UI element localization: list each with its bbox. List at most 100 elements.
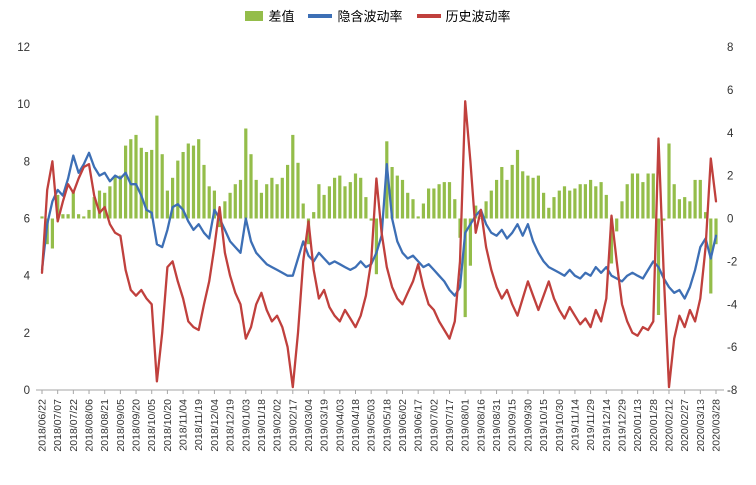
spread-bar bbox=[641, 182, 645, 219]
spread-bar bbox=[270, 177, 274, 219]
spread-bar bbox=[291, 134, 295, 219]
implied-volatility-line bbox=[40, 151, 718, 300]
x-axis-date-label: 2018/09/20 bbox=[131, 399, 143, 452]
x-axis-date-label: 2019/09/30 bbox=[522, 399, 534, 452]
x-axis-date-label: 2019/09/15 bbox=[507, 399, 519, 452]
x-axis-date-label: 2018/12/19 bbox=[225, 399, 237, 452]
right-axis-tick-label: 0 bbox=[727, 214, 733, 226]
implied-volatility-legend-swatch bbox=[308, 13, 333, 18]
spread-bar bbox=[552, 197, 556, 219]
spread-bar bbox=[411, 199, 415, 219]
spread-bar bbox=[526, 175, 530, 219]
left-axis-tick-label: 12 bbox=[17, 42, 30, 54]
x-axis-date-label: 2020/01/28 bbox=[648, 399, 660, 452]
spread-bar bbox=[249, 154, 253, 219]
x-axis-date-label: 2018/07/07 bbox=[52, 399, 64, 452]
x-axis-date-label: 2020/02/12 bbox=[663, 399, 675, 452]
spread-bar bbox=[207, 186, 211, 219]
spread-bar bbox=[113, 175, 117, 219]
spread-bar bbox=[380, 218, 384, 221]
spread-bar bbox=[165, 190, 169, 219]
spread-bar bbox=[244, 128, 248, 219]
spread-bar bbox=[704, 212, 708, 219]
spread-bar bbox=[557, 190, 561, 219]
spread-bar bbox=[223, 201, 227, 219]
x-axis-date-label: 2019/08/16 bbox=[475, 399, 487, 452]
x-axis-date-label: 2019/11/14 bbox=[569, 399, 581, 451]
spread-bar bbox=[296, 162, 300, 219]
spread-bar bbox=[218, 218, 222, 228]
x-axis-date-label: 2019/07/17 bbox=[444, 399, 456, 452]
spread-bar bbox=[421, 203, 425, 219]
spread-bar bbox=[87, 209, 91, 219]
left-axis-tick-label: 2 bbox=[24, 328, 30, 340]
spread-bar bbox=[615, 218, 619, 232]
spread-bar bbox=[238, 179, 243, 219]
spread-bar bbox=[333, 177, 337, 219]
x-axis-date-label: 2020/01/13 bbox=[632, 399, 644, 452]
spread-bar bbox=[150, 149, 154, 219]
x-axis-date-label: 2018/06/22 bbox=[37, 399, 49, 452]
spread-legend-swatch bbox=[245, 10, 264, 21]
x-axis-date-label: 2018/12/04 bbox=[209, 399, 221, 452]
spread-bar bbox=[322, 194, 326, 219]
spread-bar bbox=[636, 173, 640, 219]
spread-bar bbox=[191, 145, 196, 219]
spread-bar bbox=[390, 167, 394, 219]
spread-bar bbox=[286, 164, 290, 219]
x-axis-date-label: 2018/08/06 bbox=[84, 399, 96, 452]
spread-bar bbox=[395, 175, 399, 219]
spread-bar bbox=[369, 218, 373, 221]
right-axis-tick-label: -6 bbox=[727, 342, 737, 354]
historical-volatility-line bbox=[40, 100, 718, 389]
spread-bar bbox=[515, 149, 520, 219]
spread-bar bbox=[662, 218, 666, 221]
spread-bar bbox=[583, 184, 587, 219]
spread-bar bbox=[578, 184, 582, 219]
right-axis-tick-label: 2 bbox=[727, 171, 733, 183]
spread-legend-label: 差值 bbox=[268, 9, 295, 24]
right-axis-tick-label: 8 bbox=[727, 42, 733, 54]
spread-bar bbox=[542, 192, 546, 219]
spread-bar bbox=[547, 207, 551, 219]
spread-bar bbox=[77, 214, 81, 219]
x-axis-date-label: 2020/03/13 bbox=[695, 399, 707, 452]
spread-bar bbox=[186, 143, 190, 219]
spread-bar bbox=[139, 147, 143, 219]
spread-bar bbox=[609, 218, 614, 264]
spread-bar bbox=[265, 184, 269, 219]
spread-bar bbox=[103, 192, 107, 219]
left-axis-tick-label: 10 bbox=[17, 99, 30, 111]
spread-bar bbox=[124, 145, 128, 219]
spread-bar bbox=[495, 179, 499, 219]
spread-bar bbox=[484, 201, 488, 219]
x-axis-date-label: 2020/02/27 bbox=[679, 399, 691, 452]
spread-bar bbox=[212, 190, 216, 219]
left-axis-tick-label: 8 bbox=[24, 156, 30, 168]
left-axis-tick-label: 6 bbox=[24, 214, 30, 226]
right-axis-tick-label: 6 bbox=[727, 85, 733, 97]
spread-bar bbox=[531, 177, 535, 219]
spread-bar bbox=[594, 186, 598, 219]
spread-bar bbox=[651, 173, 655, 219]
spread-bar bbox=[646, 173, 650, 219]
x-axis-date-label: 2018/09/05 bbox=[115, 399, 127, 452]
spread-bar bbox=[82, 216, 86, 219]
spread-bar bbox=[521, 171, 525, 219]
right-axis-tick-label: -4 bbox=[727, 299, 738, 311]
chart-legend: 差值 隐含波动率 历史波动率 bbox=[0, 6, 756, 25]
spread-bar bbox=[453, 199, 457, 219]
right-axis-tick-label: -8 bbox=[727, 385, 737, 397]
x-axis-date-label: 2019/05/18 bbox=[381, 399, 393, 452]
spread-bar bbox=[134, 134, 138, 219]
spread-bar bbox=[400, 179, 405, 219]
left-axis-tick-label: 4 bbox=[24, 271, 31, 283]
spread-bar bbox=[176, 160, 180, 219]
legend-item-spread: 差值 bbox=[245, 6, 294, 25]
x-axis-date-label: 2019/01/03 bbox=[240, 399, 252, 452]
x-axis-date-label: 2019/08/01 bbox=[460, 399, 472, 452]
spread-bar bbox=[406, 192, 410, 219]
spread-bar bbox=[667, 143, 671, 219]
spread-bar bbox=[40, 216, 44, 219]
